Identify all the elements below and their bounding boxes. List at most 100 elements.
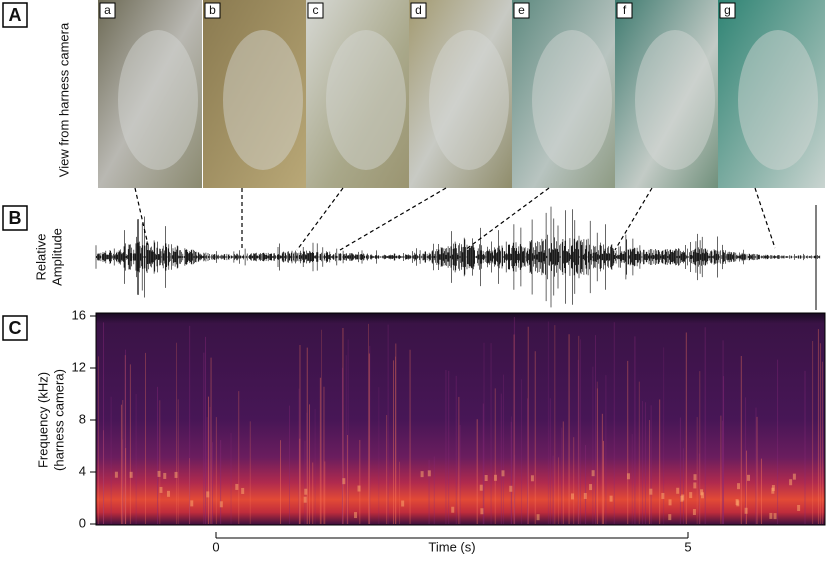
hotspot xyxy=(693,482,697,489)
hotspot xyxy=(797,504,801,511)
hotspot xyxy=(789,479,793,486)
dolphin xyxy=(326,30,406,170)
connector xyxy=(134,187,149,246)
photo xyxy=(203,0,307,188)
photo xyxy=(409,0,513,188)
hotspot xyxy=(769,512,773,519)
axis-label: View from harness camera xyxy=(56,22,71,177)
panel-label-box xyxy=(2,205,28,231)
hotspot xyxy=(649,488,653,495)
photo xyxy=(615,0,719,188)
hotspot xyxy=(609,495,613,502)
axis-label: (harness camera) xyxy=(51,369,66,471)
connector xyxy=(464,187,550,251)
hotspot xyxy=(493,474,497,481)
hotspot xyxy=(114,471,118,478)
hotspot xyxy=(235,483,239,490)
hotspot xyxy=(166,490,170,497)
hotspot xyxy=(479,484,483,491)
panel-label: C xyxy=(9,318,22,338)
frame-label-box xyxy=(204,2,221,19)
hotspot xyxy=(773,513,777,520)
hotspot xyxy=(480,508,484,515)
y-tick-label: 12 xyxy=(72,359,86,374)
y-tick-label: 16 xyxy=(72,307,86,322)
hotspot xyxy=(190,500,194,507)
hotspot xyxy=(530,475,534,482)
hotspot xyxy=(206,491,210,498)
hotspot xyxy=(427,470,431,477)
x-tick-label: 5 xyxy=(684,539,691,554)
dolphin xyxy=(118,30,198,170)
hotspot xyxy=(661,492,665,499)
hotspot xyxy=(342,478,346,485)
hotspot xyxy=(357,485,361,492)
axis-label: Relative xyxy=(33,234,48,281)
frame-label: a xyxy=(104,3,111,17)
connector xyxy=(296,187,344,251)
frame-label: c xyxy=(313,3,319,17)
hotspot xyxy=(509,485,513,492)
photo xyxy=(718,0,825,188)
photo xyxy=(512,0,616,188)
spectrogram xyxy=(96,313,825,525)
connector xyxy=(754,187,776,249)
hotspot xyxy=(163,472,167,479)
hotspot xyxy=(744,507,748,514)
hotspot xyxy=(692,509,696,516)
hotspot xyxy=(401,500,405,507)
dolphin xyxy=(223,30,303,170)
hotspot xyxy=(689,492,693,499)
connector xyxy=(614,187,653,251)
hotspot xyxy=(129,471,133,478)
hotspot xyxy=(668,499,672,506)
frame-label: f xyxy=(623,3,627,17)
waveform xyxy=(95,206,821,308)
hotspot xyxy=(219,501,223,508)
hotspot xyxy=(303,496,307,503)
frame-label-box xyxy=(410,2,427,19)
hotspot xyxy=(735,499,739,506)
hotspot xyxy=(536,514,540,521)
frame-label: e xyxy=(518,3,525,17)
hotspot xyxy=(676,487,680,494)
hotspot xyxy=(570,493,574,500)
hotspot xyxy=(626,473,630,480)
dolphin xyxy=(738,30,818,170)
frame-label-box xyxy=(513,2,530,19)
hotspot xyxy=(304,488,308,495)
hotspot xyxy=(668,514,672,521)
plot-frame xyxy=(95,312,826,526)
frame-label-box xyxy=(307,2,324,19)
hotspot xyxy=(792,473,796,480)
dolphin xyxy=(532,30,612,170)
hotspot xyxy=(591,470,595,477)
hotspot xyxy=(700,489,704,496)
connector xyxy=(339,187,447,251)
dolphin xyxy=(429,30,509,170)
dolphin xyxy=(635,30,715,170)
y-tick-label: 8 xyxy=(79,411,86,426)
frame-label-box xyxy=(99,2,116,19)
photo xyxy=(306,0,410,188)
hotspot xyxy=(174,471,178,478)
axis-label: Time (s) xyxy=(428,539,475,554)
frame-label-box xyxy=(719,2,736,19)
hotspot xyxy=(589,484,593,491)
panel-label-box xyxy=(2,315,28,341)
hotspot xyxy=(771,487,775,494)
panel-label: B xyxy=(9,208,22,228)
hotspot xyxy=(747,474,751,481)
frame-label-box xyxy=(616,2,633,19)
hotspot xyxy=(693,474,697,481)
hotspot xyxy=(420,471,424,478)
frame-label: b xyxy=(209,3,216,17)
axis-label: Amplitude xyxy=(49,228,64,286)
frame-label: g xyxy=(724,3,731,17)
hotspot xyxy=(501,470,505,477)
panel-label: A xyxy=(9,5,22,25)
hotspot xyxy=(680,495,684,502)
hotspot xyxy=(484,474,488,481)
hotspot xyxy=(159,486,163,493)
